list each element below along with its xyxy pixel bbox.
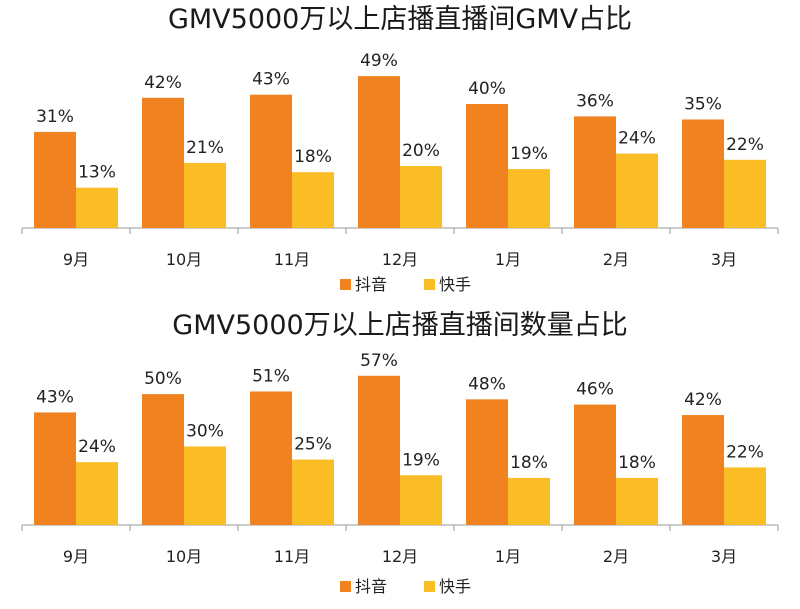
x-tick-label: 1月 [495,547,521,566]
data-label: 30% [186,421,224,441]
data-label: 21% [186,138,224,158]
bar [250,391,292,525]
x-tick-label: 12月 [382,250,418,269]
count-share-chart: GMV5000万以上店播直播间数量占比 43% 24% 9月 50% 30% 10月 51%… [21,310,779,596]
bar [574,116,616,228]
bar [358,375,400,525]
bar [142,394,184,525]
data-label: 43% [252,70,290,90]
chart-title: GMV5000万以上店播直播间GMV占比 [168,4,632,35]
bar [724,467,766,525]
x-tick-label: 1月 [495,250,521,269]
bar [574,404,616,525]
legend-label: 快手 [439,275,471,294]
data-label: 49% [360,51,398,71]
data-label: 20% [402,141,440,161]
data-label: 25% [294,435,332,455]
bar [682,119,724,228]
bar [250,94,292,228]
data-label: 24% [618,129,656,149]
x-tick-label: 2月 [603,547,629,566]
bar [184,162,226,228]
data-label: 42% [144,73,182,93]
data-label: 19% [510,144,548,164]
data-label: 40% [468,79,506,99]
bar [616,153,658,228]
data-label: 36% [576,91,614,111]
data-label: 50% [144,369,182,389]
bar [142,97,184,228]
data-label: 22% [726,442,764,462]
legend-label: 快手 [439,577,471,596]
data-label: 19% [402,450,440,470]
bar [400,166,442,228]
bar [508,169,550,228]
x-tick-label: 11月 [274,547,310,566]
data-label: 35% [684,95,722,115]
legend-swatch [424,581,435,592]
data-label: 18% [618,453,656,473]
bar [724,159,766,228]
data-label: 42% [684,390,722,410]
legend-swatch [424,279,435,290]
legend-label: 抖音 [355,275,387,294]
x-tick-label: 3月 [711,250,737,269]
data-label: 18% [294,147,332,167]
data-label: 22% [726,135,764,155]
data-label: 18% [510,453,548,473]
legend-swatch [340,279,351,290]
x-tick-label: 11月 [274,250,310,269]
x-tick-label: 10月 [166,547,202,566]
x-tick-label: 2月 [603,250,629,269]
bar [400,475,442,525]
bar [292,172,334,228]
bar [466,399,508,525]
bar [76,462,118,525]
bar [358,76,400,228]
bar [616,477,658,525]
data-label: 57% [360,351,398,371]
legend-label: 抖音 [355,577,387,596]
bar [76,187,118,228]
legend-swatch [340,581,351,592]
data-label: 48% [468,374,506,394]
data-label: 43% [36,387,74,407]
x-tick-label: 10月 [166,250,202,269]
bar [682,415,724,525]
bar [184,446,226,525]
data-label: 31% [36,107,74,127]
x-tick-label: 9月 [63,250,89,269]
bar [34,412,76,525]
data-label: 51% [252,367,290,387]
data-label: 24% [78,437,116,457]
data-label: 13% [78,163,116,183]
chart-title: GMV5000万以上店播直播间数量占比 [172,310,627,341]
bar [508,477,550,525]
x-tick-label: 9月 [63,547,89,566]
bar [466,104,508,228]
x-tick-label: 12月 [382,547,418,566]
x-tick-label: 3月 [711,547,737,566]
gmv-share-chart: GMV5000万以上店播直播间GMV占比 31% 13% 9月 42% 21% 10月 43… [21,4,779,294]
bar [292,459,334,525]
data-label: 46% [576,380,614,400]
bar [34,131,76,228]
